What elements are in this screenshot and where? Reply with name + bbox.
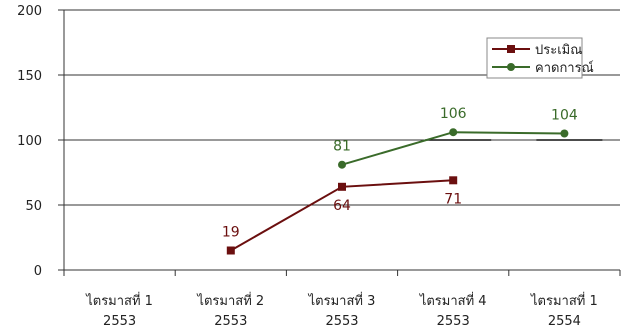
y-tick-label: 200: [17, 4, 42, 19]
axes: [63, 10, 620, 276]
x-tick-label: ไตรมาสที่ 1 2553: [85, 292, 153, 329]
data-label: 81: [333, 139, 351, 155]
data-point: [560, 129, 569, 138]
y-tick-label: 150: [17, 69, 42, 84]
data-point: [226, 246, 235, 255]
y-tick-label: 100: [17, 134, 42, 149]
data-point: [449, 128, 458, 137]
x-tick-label-line: ไตรมาสที่ 1: [530, 292, 598, 309]
series-line: [341, 131, 565, 166]
x-tick-label-line: 2553: [437, 314, 470, 329]
x-tick-label-line: 2554: [548, 314, 581, 329]
series-line: [230, 179, 454, 252]
gridlines: [64, 9, 620, 206]
x-tick-label-line: 2553: [214, 314, 247, 329]
x-tick-label: ไตรมาสที่ 2 2553: [196, 292, 264, 329]
legend-swatch-marker: [507, 45, 515, 53]
data-label: 64: [333, 198, 351, 214]
x-tick-label-line: ไตรมาสที่ 3: [308, 292, 376, 309]
data-label: 19: [222, 225, 240, 241]
x-tick-label-line: 2553: [325, 314, 358, 329]
x-tick-label: ไตรมาสที่ 1 2554: [530, 292, 598, 329]
data-label: 71: [444, 191, 462, 207]
x-tick-label-line: ไตรมาสที่ 1: [85, 292, 153, 309]
legend-box: [486, 37, 583, 79]
legend-label: ประเมิณ: [535, 43, 582, 58]
y-tick-label: 0: [34, 264, 42, 279]
data-point: [338, 160, 346, 169]
x-tick-label: ไตรมาสที่ 3 2553: [308, 292, 376, 329]
x-tick-label-line: 2553: [103, 314, 136, 329]
data-label: 104: [551, 108, 578, 124]
x-tick-label-line: ไตรมาสที่ 4: [419, 292, 487, 309]
x-tick-label: ไตรมาสที่ 4 2553: [419, 292, 487, 329]
y-tick-label: 50: [25, 199, 42, 214]
y-axis-ticks: 0 50 100 150 200: [17, 4, 64, 279]
legend-swatch-marker: [507, 63, 515, 71]
data-labels: 19 64 71 81 106 104: [222, 106, 578, 240]
x-tick-label-line: ไตรมาสที่ 2: [196, 292, 264, 309]
data-point: [338, 182, 346, 191]
data-point: [449, 176, 458, 185]
data-label: 106: [440, 106, 467, 122]
series-group: [226, 128, 569, 255]
legend-label: คาดการณ์: [535, 60, 594, 76]
